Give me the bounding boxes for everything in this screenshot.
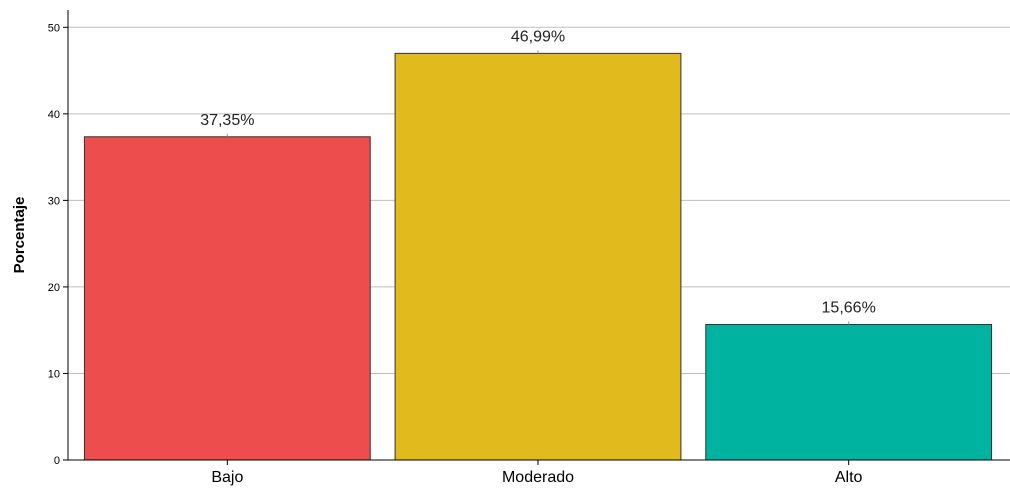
bar-bajo (83, 136, 371, 461)
y-tick-label: 50 (48, 22, 60, 34)
labels: 0 10 20 30 40 50 37,35% Bajo 46,99% Moderado 15,66… (48, 22, 876, 486)
bar-alto (705, 323, 993, 461)
y-tick-label: 40 (48, 109, 60, 121)
x-tick-label: Bajo (211, 469, 243, 486)
data-label: 46,99% (511, 28, 565, 45)
axes (63, 10, 1010, 465)
data-label: 37,35% (200, 112, 254, 129)
y-tick-label: 20 (48, 282, 60, 294)
data-label: 15,66% (822, 299, 876, 316)
bar-moderado (394, 52, 682, 461)
x-tick-label: Moderado (502, 469, 574, 486)
bars (83, 50, 993, 461)
y-tick-label: 10 (48, 368, 60, 380)
x-tick-label: Alto (835, 469, 863, 486)
y-tick-label: 30 (48, 195, 60, 207)
y-tick-label: 0 (54, 455, 60, 467)
y-axis-title: Porcentaje (11, 197, 28, 274)
